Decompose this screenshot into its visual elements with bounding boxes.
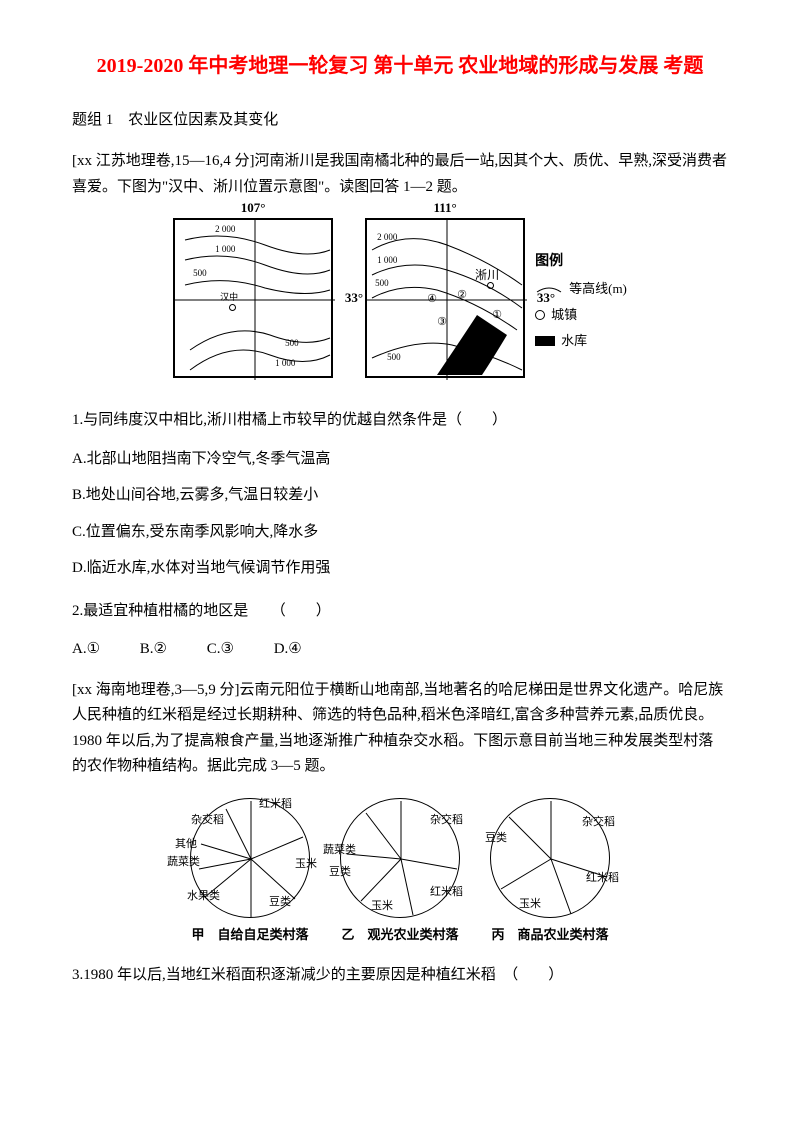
contour-label: 2 000	[215, 224, 235, 234]
pie-label: 玉米	[371, 897, 393, 913]
contour-label: 500	[375, 278, 389, 288]
intro-paragraph-2: [xx 海南地理卷,3—5,9 分]云南元阳位于横断山地南部,当地著名的哈尼梯田…	[72, 678, 728, 780]
contour-label: 1 000	[215, 244, 235, 254]
pie-label: 红米稻	[586, 869, 619, 885]
marker-4: ④	[427, 292, 437, 305]
pie-label: 杂交稻	[191, 811, 224, 827]
contour-label: 500	[387, 352, 401, 362]
q2-option-c: C.③	[207, 641, 234, 657]
longitude-label-left: 107°	[241, 200, 266, 216]
q2-stem: 2.最适宜种植柑橘的地区是 （ ）	[72, 597, 728, 626]
pie-label: 红米稻	[259, 795, 292, 811]
question-3: 3.1980 年以后,当地红米稻面积逐渐减少的主要原因是种植红米稻 （ ）	[72, 961, 728, 990]
pie-2-chart: 杂交稻 红米稻 玉米 豆类 蔬菜类	[340, 798, 460, 918]
town-label-hanzhong: 汉中	[220, 290, 238, 303]
pie-1-chart: 红米稻 玉米 豆类 水果类 蔬菜类 其他 杂交稻	[190, 798, 310, 918]
contour-label: 1 000	[275, 358, 295, 368]
longitude-label-right: 111°	[433, 200, 456, 216]
contour-label: 500	[193, 268, 207, 278]
map-right-box: 2 000 1 000 500 500 淅川 ① ② ③ ④	[365, 218, 525, 378]
pie-label: 豆类	[485, 829, 507, 845]
pie-3: 杂交稻 红米稻 玉米 豆类 丙 商品农业类村落	[490, 798, 610, 943]
pie-1: 红米稻 玉米 豆类 水果类 蔬菜类 其他 杂交稻 甲 自给自足类村落	[190, 798, 310, 943]
legend-contour-text: 等高线(m)	[569, 276, 627, 302]
pie-label: 豆类	[269, 893, 291, 909]
legend-title: 图例	[535, 248, 627, 276]
map-left-box: 2 000 1 000 500 500 1 000 汉中	[173, 218, 333, 378]
marker-1: ①	[492, 308, 502, 321]
town-symbol-icon	[535, 310, 545, 320]
doc-title: 2019-2020 年中考地理一轮复习 第十单元 农业地域的形成与发展 考题	[72, 48, 728, 84]
pie-label: 其他	[175, 835, 197, 851]
q2-option-d: D.④	[274, 641, 302, 657]
pie-label: 蔬菜类	[323, 841, 356, 857]
legend-reservoir-text: 水库	[561, 328, 587, 354]
pie-charts-figure: 红米稻 玉米 豆类 水果类 蔬菜类 其他 杂交稻 甲 自给自足类村落 杂交稻 红…	[72, 798, 728, 943]
legend-reservoir-row: 水库	[535, 328, 627, 354]
q1-stem: 1.与同纬度汉中相比,淅川柑橘上市较早的优越自然条件是（ ）	[72, 406, 728, 435]
q2-option-a: A.①	[72, 641, 100, 657]
pie-label: 水果类	[187, 887, 220, 903]
map-left-panel: 107° 2 000 1 000 500 500 1 000 汉中 33°	[173, 218, 333, 378]
contour-label: 2 000	[377, 232, 397, 242]
pie-1-caption: 甲 自给自足类村落	[190, 924, 310, 943]
q1-option-a: A.北部山地阻挡南下冷空气,冬季气温高	[72, 445, 728, 474]
question-1: 1.与同纬度汉中相比,淅川柑橘上市较早的优越自然条件是（ ） A.北部山地阻挡南…	[72, 406, 728, 583]
q3-stem: 3.1980 年以后,当地红米稻面积逐渐减少的主要原因是种植红米稻 （ ）	[72, 961, 728, 990]
pie-label: 玉米	[295, 855, 317, 871]
q1-option-c: C.位置偏东,受东南季风影响大,降水多	[72, 518, 728, 547]
map-left-svg	[175, 220, 335, 380]
latitude-label-right: 33°	[537, 290, 555, 306]
pie-label: 蔬菜类	[167, 853, 200, 869]
pie-label: 杂交稻	[582, 813, 615, 829]
pie-label: 杂交稻	[430, 811, 463, 827]
question-2: 2.最适宜种植柑橘的地区是 （ ） A.① B.② C.③ D.④	[72, 597, 728, 664]
reservoir-symbol-icon	[535, 336, 555, 346]
map-figure: 107° 2 000 1 000 500 500 1 000 汉中 33° 11…	[72, 218, 728, 378]
contour-label: 1 000	[377, 255, 397, 265]
q2-option-b: B.②	[140, 641, 167, 657]
group-heading: 题组 1 农业区位因素及其变化	[72, 108, 728, 129]
pie-3-caption: 丙 商品农业类村落	[490, 924, 610, 943]
marker-2: ②	[457, 288, 467, 301]
pie-2: 杂交稻 红米稻 玉米 豆类 蔬菜类 乙 观光农业类村落	[340, 798, 460, 943]
town-label-xichuan: 淅川	[475, 266, 499, 283]
latitude-label-left: 33°	[345, 290, 363, 306]
q1-option-d: D.临近水库,水体对当地气候调节作用强	[72, 554, 728, 583]
q1-option-b: B.地处山间谷地,云雾多,气温日较差小	[72, 481, 728, 510]
marker-3: ③	[437, 315, 447, 328]
intro-paragraph-1: [xx 江苏地理卷,15—16,4 分]河南淅川是我国南橘北种的最后一站,因其个…	[72, 149, 728, 200]
pie-label: 红米稻	[430, 883, 463, 899]
contour-label: 500	[285, 338, 299, 348]
map-right-panel: 111° 2 000 1 000 500 500 淅川 ① ② ③ ④ 33°	[365, 218, 525, 378]
pie-2-caption: 乙 观光农业类村落	[340, 924, 460, 943]
pie-label: 豆类	[329, 863, 351, 879]
q2-options: A.① B.② C.③ D.④	[72, 635, 728, 664]
pie-3-chart: 杂交稻 红米稻 玉米 豆类	[490, 798, 610, 918]
pie-label: 玉米	[519, 895, 541, 911]
